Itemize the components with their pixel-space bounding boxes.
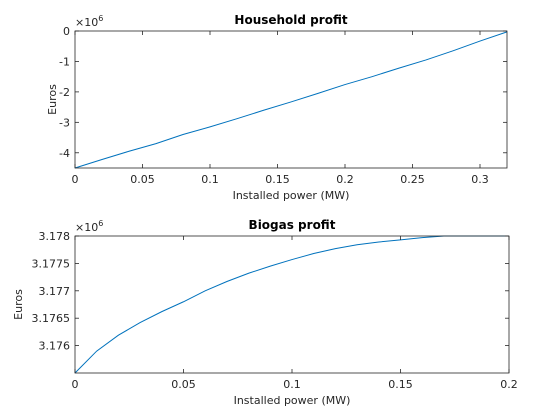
y-multiplier-base: ×10 xyxy=(75,221,98,234)
y-axis-label: Euros xyxy=(12,289,25,320)
y-tick-label: -4 xyxy=(59,147,70,160)
chart-title: Biogas profit xyxy=(249,218,336,232)
x-tick-label: 0.05 xyxy=(130,173,155,186)
x-tick-label: 0.2 xyxy=(336,173,354,186)
data-line xyxy=(74,31,508,169)
x-tick-label: 0.1 xyxy=(283,378,301,391)
x-tick-label: 0.25 xyxy=(400,173,425,186)
plot-area xyxy=(75,236,509,373)
y-multiplier-base: ×10 xyxy=(75,16,98,29)
y-tick-label: 3.1765 xyxy=(32,312,71,325)
y-tick-label: 3.176 xyxy=(39,340,71,353)
y-tick-label: 3.177 xyxy=(39,285,71,298)
y-axis-label: Euros xyxy=(46,84,59,115)
y-multiplier-exp: 6 xyxy=(98,14,103,23)
axes-box xyxy=(74,30,508,169)
y-multiplier: ×106 xyxy=(75,219,103,234)
y-multiplier-exp: 6 xyxy=(98,219,103,228)
y-tick-label: 0 xyxy=(63,25,70,38)
x-tick-label: 0.2 xyxy=(500,378,518,391)
y-multiplier: ×106 xyxy=(75,14,103,29)
x-tick-label: 0 xyxy=(72,378,79,391)
y-tick-label: 3.178 xyxy=(39,230,71,243)
x-tick-label: 0.05 xyxy=(171,378,196,391)
y-tick-label: -2 xyxy=(59,86,70,99)
y-tick-label: -3 xyxy=(59,116,70,129)
x-axis-label: Installed power (MW) xyxy=(233,189,350,202)
data-line xyxy=(74,235,509,374)
plot-area xyxy=(75,31,507,168)
x-tick-label: 0.15 xyxy=(388,378,413,391)
x-tick-label: 0.1 xyxy=(201,173,219,186)
y-tick-label: 3.1775 xyxy=(32,257,71,270)
y-tick-label: -1 xyxy=(59,55,70,68)
x-tick-label: 0.15 xyxy=(265,173,290,186)
x-axis-label: Installed power (MW) xyxy=(234,394,351,407)
chart-title: Household profit xyxy=(234,13,347,27)
x-tick-label: 0.3 xyxy=(471,173,489,186)
x-tick-label: 0 xyxy=(72,173,79,186)
